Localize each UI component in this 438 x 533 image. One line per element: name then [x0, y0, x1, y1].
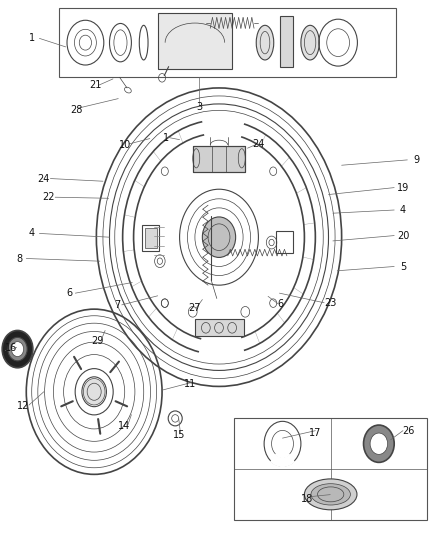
Bar	[193, 146, 245, 172]
Text: 14: 14	[118, 422, 130, 431]
Ellipse shape	[301, 26, 319, 60]
Text: 22: 22	[42, 192, 54, 202]
Text: 1: 1	[163, 133, 170, 142]
Text: 20: 20	[397, 231, 409, 240]
Text: 24: 24	[38, 174, 50, 183]
Wedge shape	[275, 443, 290, 458]
Text: 17: 17	[309, 428, 321, 438]
Text: 26: 26	[402, 426, 414, 435]
Text: 7: 7	[114, 300, 120, 310]
Text: 5: 5	[400, 262, 406, 271]
Text: 3: 3	[196, 102, 202, 111]
Text: 1: 1	[28, 34, 35, 43]
Text: 6: 6	[277, 299, 283, 309]
Text: 10: 10	[119, 140, 131, 150]
Text: 18: 18	[300, 495, 313, 504]
Text: 12: 12	[17, 401, 29, 411]
Bar	[145, 228, 157, 248]
Circle shape	[364, 425, 394, 463]
Circle shape	[2, 330, 33, 368]
Circle shape	[83, 378, 105, 405]
Text: 23: 23	[325, 298, 337, 308]
Circle shape	[202, 217, 236, 257]
Text: 24: 24	[252, 139, 265, 149]
Ellipse shape	[256, 26, 274, 60]
Bar	[158, 13, 232, 69]
Text: 4: 4	[28, 229, 35, 238]
Text: 9: 9	[413, 155, 419, 165]
Text: 15: 15	[173, 431, 185, 440]
Bar	[142, 225, 159, 251]
Text: 8: 8	[17, 254, 23, 263]
Bar	[195, 319, 244, 336]
Circle shape	[370, 433, 388, 454]
Circle shape	[11, 342, 24, 357]
Bar	[234, 418, 427, 520]
Text: 28: 28	[71, 106, 83, 115]
Text: 6: 6	[66, 288, 72, 298]
Bar	[276, 231, 293, 253]
Text: 19: 19	[397, 183, 409, 192]
Circle shape	[8, 337, 27, 361]
Text: 21: 21	[89, 80, 102, 90]
Text: 4: 4	[400, 205, 406, 215]
Text: 27: 27	[189, 303, 201, 313]
Ellipse shape	[311, 484, 350, 505]
Text: 16: 16	[5, 343, 17, 352]
Ellipse shape	[304, 479, 357, 510]
Text: 29: 29	[91, 336, 103, 346]
Bar	[193, 146, 245, 172]
Bar	[280, 16, 293, 67]
Text: 11: 11	[184, 379, 197, 389]
Wedge shape	[270, 443, 295, 467]
Bar	[59, 8, 396, 77]
